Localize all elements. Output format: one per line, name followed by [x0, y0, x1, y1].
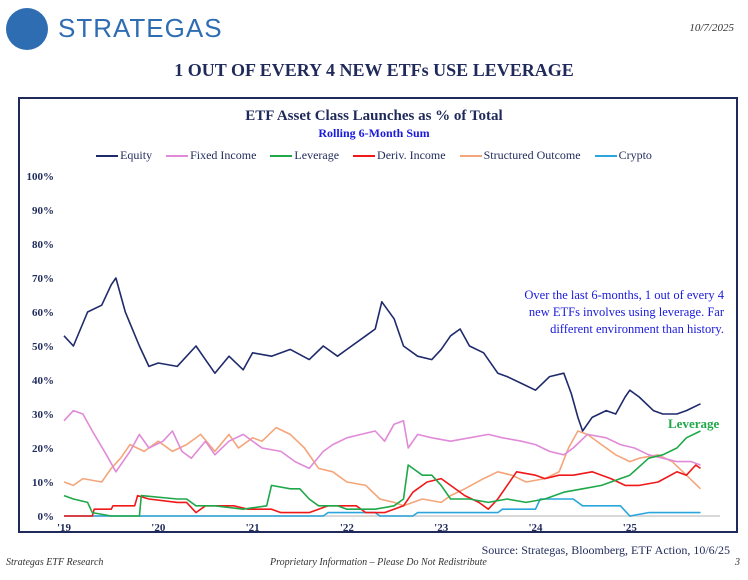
legend-label: Structured Outcome	[483, 148, 581, 162]
y-tick-label: 10%	[32, 477, 54, 489]
headline: 1 OUT OF EVERY 4 NEW ETFs USE LEVERAGE	[174, 60, 574, 80]
series-line-equity	[63, 277, 701, 432]
legend-swatch	[166, 154, 189, 157]
legend-label: Crypto	[618, 148, 652, 162]
chart-annotation: Over the last 6-months, 1 out of every 4…	[524, 288, 724, 336]
strategas-logo	[6, 8, 48, 50]
legend-label: Equity	[120, 148, 153, 162]
series-line-structured-outcome	[63, 426, 702, 507]
legend-swatch	[270, 154, 293, 157]
series-line-deriv-income	[64, 464, 701, 517]
chart-legend: Equity Fixed Income Leverage Deriv. Income S…	[0, 148, 748, 163]
x-tick-label: '20	[151, 522, 166, 534]
x-tick-label: '25	[623, 522, 638, 534]
legend-item: Structured Outcome	[459, 148, 581, 163]
chart-frame	[18, 97, 738, 533]
chart-title: ETF Asset Class Launches as % of Total	[245, 108, 503, 124]
legend-item: Crypto	[594, 148, 652, 163]
legend-swatch	[353, 154, 376, 157]
legend-swatch	[459, 154, 482, 157]
x-tick-label: '24	[528, 522, 543, 534]
y-tick-label: 40%	[32, 375, 54, 387]
x-tick-label: '23	[434, 522, 449, 534]
y-tick-label: 70%	[32, 273, 54, 285]
legend-label: Deriv. Income	[377, 148, 446, 162]
brand-name: STRATEGAS	[58, 13, 223, 43]
legend-item: Leverage	[270, 148, 339, 163]
legend-label: Fixed Income	[190, 148, 257, 162]
footer-center: Proprietary Information – Please Do Not …	[270, 557, 487, 568]
y-tick-label: 20%	[32, 443, 54, 455]
series-line-crypto	[64, 498, 701, 517]
legend-item: Deriv. Income	[353, 148, 446, 163]
leverage-label: Leverage	[668, 416, 720, 431]
x-tick-label: '19	[57, 522, 72, 534]
legend-item: Fixed Income	[166, 148, 256, 163]
y-tick-label: 30%	[32, 409, 54, 421]
series-line-leverage	[63, 430, 701, 517]
y-tick-label: 0%	[38, 511, 55, 523]
y-tick-label: 60%	[32, 307, 54, 319]
series-line-fixed-income	[63, 409, 701, 473]
y-tick-label: 50%	[32, 341, 54, 353]
legend-label: Leverage	[294, 148, 340, 162]
page-number: 3	[735, 557, 740, 568]
y-tick-label: 100%	[27, 171, 55, 183]
report-date: 10/7/2025	[689, 22, 734, 34]
legend-swatch	[96, 154, 119, 157]
source-note: Source: Strategas, Bloomberg, ETF Action…	[481, 543, 730, 557]
x-tick-label: '21	[246, 522, 260, 534]
x-tick-label: '22	[340, 522, 355, 534]
chart-subtitle: Rolling 6-Month Sum	[318, 126, 430, 140]
legend-swatch	[594, 154, 617, 157]
y-tick-label: 80%	[32, 239, 54, 251]
legend-item: Equity	[96, 148, 152, 163]
footer-left: Strategas ETF Research	[6, 557, 104, 568]
y-tick-label: 90%	[32, 205, 54, 217]
